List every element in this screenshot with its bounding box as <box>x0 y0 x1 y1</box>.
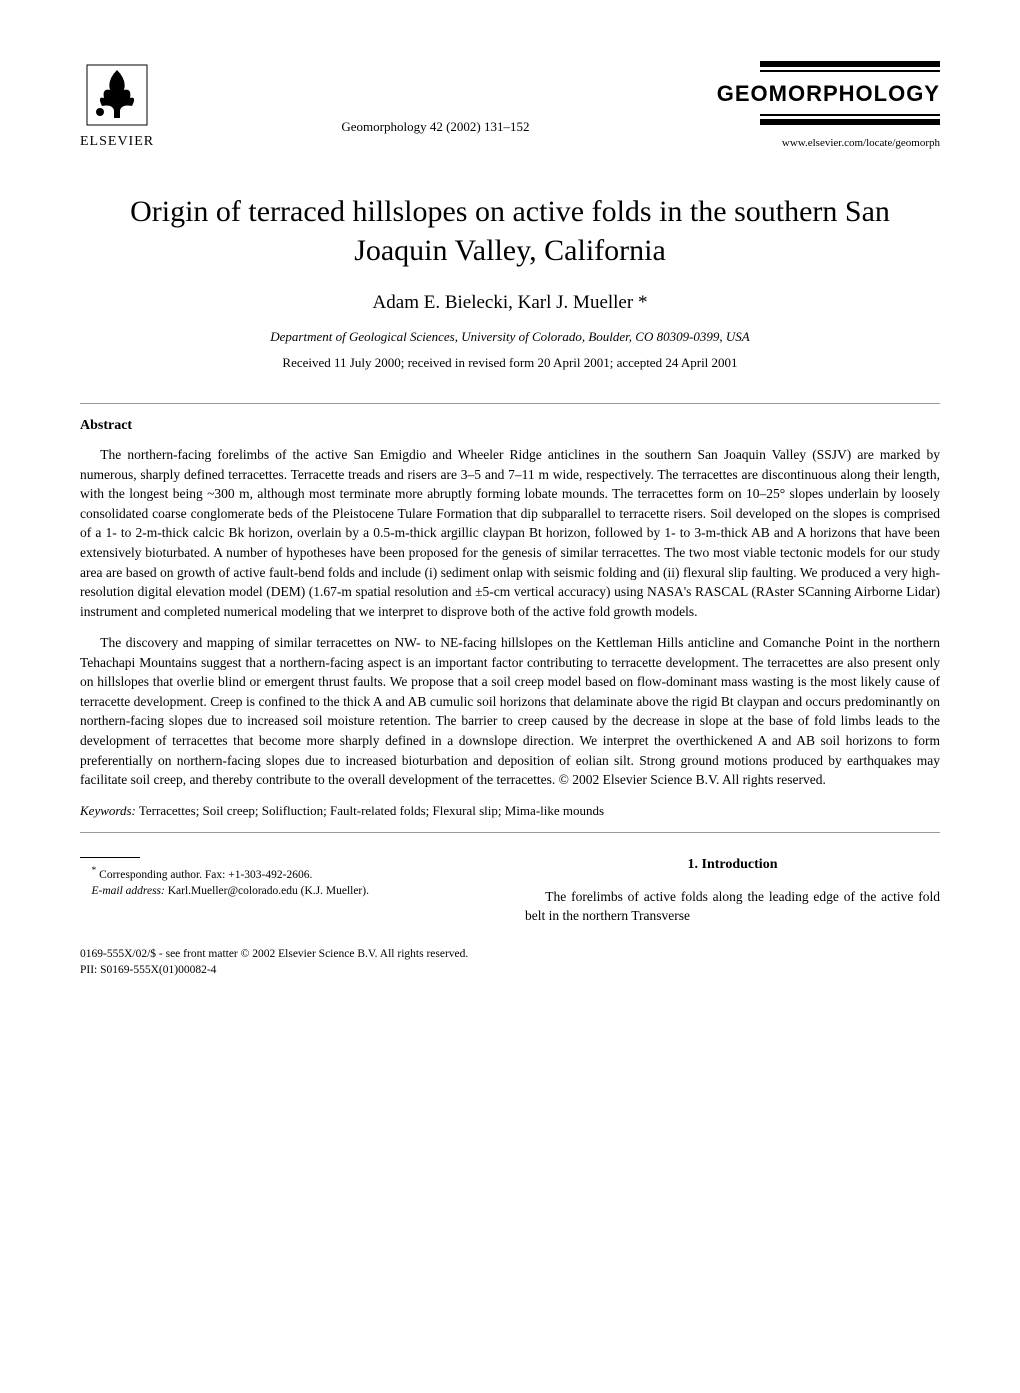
abstract-heading: Abstract <box>80 416 940 436</box>
two-column-layout: * Corresponding author. Fax: +1-303-492-… <box>80 845 940 926</box>
journal-citation: Geomorphology 42 (2002) 131–152 <box>154 118 717 151</box>
journal-url: www.elsevier.com/locate/geomorph <box>782 136 940 151</box>
footnote-corresponding: * Corresponding author. Fax: +1-303-492-… <box>80 864 495 883</box>
divider-bottom <box>80 832 940 833</box>
corresponding-text: Corresponding author. Fax: +1-303-492-26… <box>99 869 312 881</box>
paper-dates: Received 11 July 2000; received in revis… <box>80 354 940 372</box>
email-text: Karl.Mueller@colorado.edu (K.J. Mueller)… <box>165 885 369 897</box>
journal-logo-bar-top <box>760 61 940 67</box>
keywords-label: Keywords: <box>80 803 136 818</box>
footer-pii: PII: S0169-555X(01)00082-4 <box>80 962 940 978</box>
journal-logo-bar-thin2 <box>760 114 940 116</box>
keywords: Keywords: Terracettes; Soil creep; Solif… <box>80 802 940 820</box>
keywords-text: Terracettes; Soil creep; Solifluction; F… <box>136 803 604 818</box>
publisher-logo: ELSEVIER <box>80 60 154 152</box>
paper-title: Origin of terraced hillslopes on active … <box>100 192 920 270</box>
abstract-para1: The northern-facing forelimbs of the act… <box>80 445 940 621</box>
footer-copyright: 0169-555X/02/$ - see front matter © 2002… <box>80 946 940 962</box>
abstract-para2: The discovery and mapping of similar ter… <box>80 633 940 790</box>
introduction-heading: 1. Introduction <box>525 855 940 875</box>
footnote-separator <box>80 857 140 858</box>
header-row: ELSEVIER Geomorphology 42 (2002) 131–152… <box>80 60 940 152</box>
journal-logo-text: GEOMORPHOLOGY <box>717 79 940 110</box>
elsevier-tree-icon <box>82 60 152 130</box>
journal-logo-bar-bottom <box>760 119 940 125</box>
email-label: E-mail address: <box>92 885 165 897</box>
left-column: * Corresponding author. Fax: +1-303-492-… <box>80 845 495 926</box>
journal-logo-block: GEOMORPHOLOGY www.elsevier.com/locate/ge… <box>717 61 940 151</box>
footer: 0169-555X/02/$ - see front matter © 2002… <box>80 946 940 978</box>
publisher-name: ELSEVIER <box>80 132 154 152</box>
footnote-email: E-mail address: Karl.Mueller@colorado.ed… <box>80 883 495 899</box>
introduction-text: The forelimbs of active folds along the … <box>525 887 940 926</box>
right-column: 1. Introduction The forelimbs of active … <box>525 845 940 926</box>
paper-authors: Adam E. Bielecki, Karl J. Mueller * <box>80 290 940 317</box>
paper-affiliation: Department of Geological Sciences, Unive… <box>80 328 940 346</box>
divider-top <box>80 403 940 404</box>
journal-logo-bar-thin <box>760 70 940 72</box>
